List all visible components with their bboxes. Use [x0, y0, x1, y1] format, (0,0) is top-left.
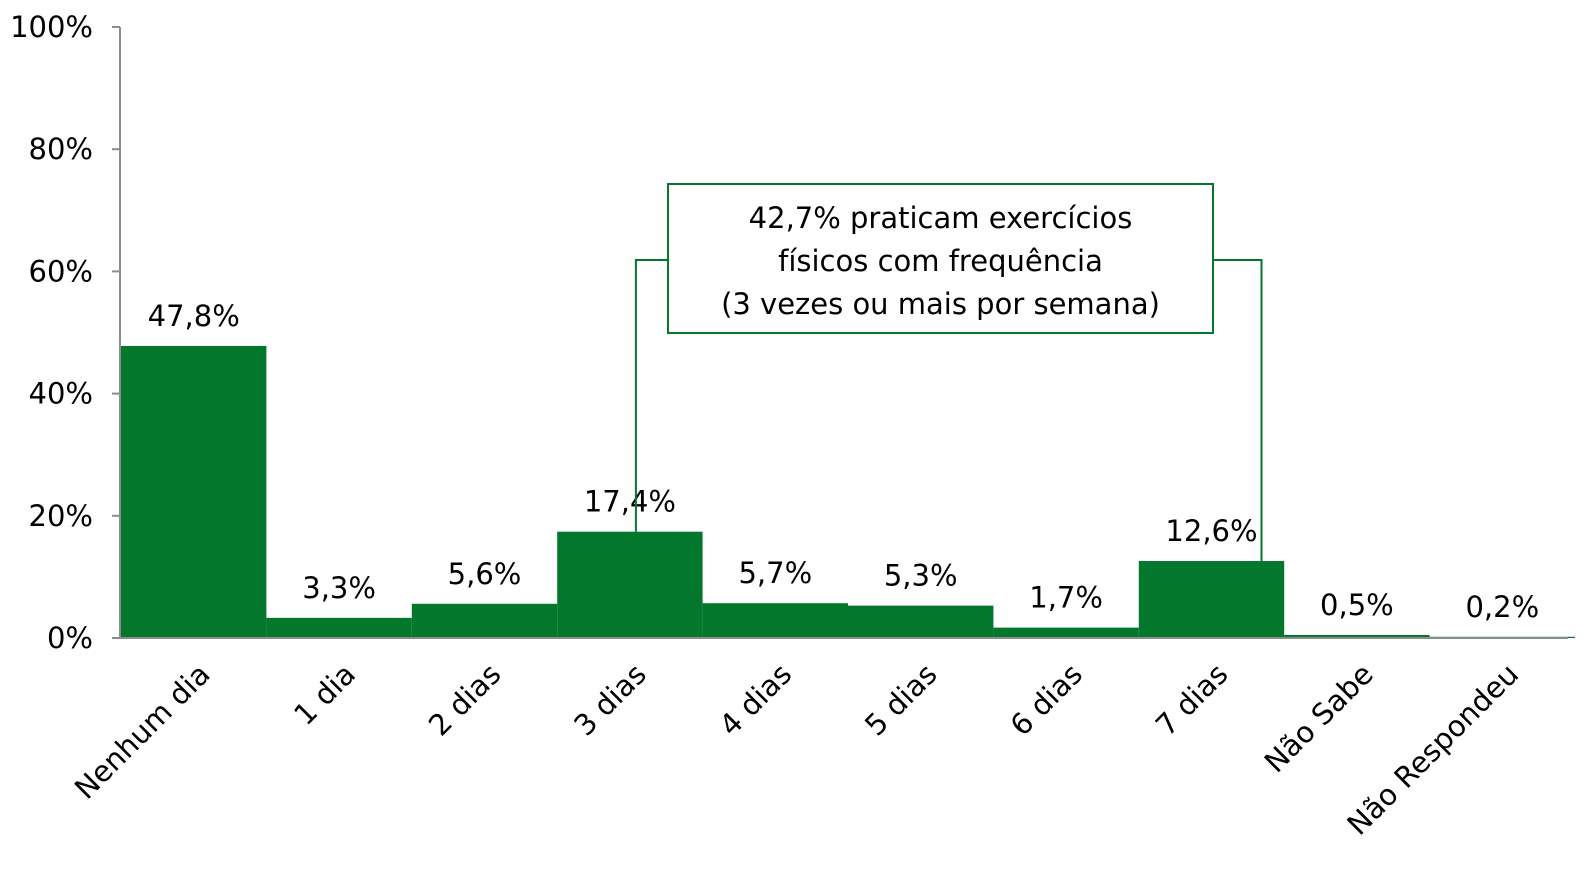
y-tick-label: 60%	[29, 254, 93, 288]
x-tick-label: 1 dia	[287, 657, 362, 732]
bar	[702, 603, 848, 638]
bar	[1284, 634, 1430, 638]
value-label: 12,6%	[1165, 514, 1257, 548]
x-tick-label: 3 dias	[567, 657, 653, 743]
value-label: 5,7%	[738, 556, 812, 590]
bar	[121, 345, 267, 638]
value-label: 5,6%	[448, 557, 522, 591]
bar	[848, 605, 994, 638]
bracket	[1213, 259, 1263, 564]
x-tick-label: 2 dias	[422, 657, 508, 743]
value-label: 17,4%	[584, 485, 676, 519]
annotation-text: físicos com frequência	[778, 244, 1103, 278]
x-tick-label: 5 dias	[858, 657, 944, 743]
y-tick-label: 40%	[29, 377, 93, 411]
annotation-text: 42,7% praticam exercícios	[749, 201, 1133, 235]
bar	[557, 531, 703, 638]
value-label: 3,3%	[302, 571, 376, 605]
bar	[1138, 561, 1285, 638]
value-label: 1,7%	[1029, 581, 1103, 615]
bar	[993, 627, 1139, 638]
x-tick-label: 4 dias	[713, 657, 799, 743]
value-label: 0,5%	[1320, 588, 1394, 622]
bar	[266, 617, 412, 638]
value-label: 5,3%	[884, 559, 958, 593]
bracket	[634, 259, 668, 532]
value-label: 47,8%	[148, 299, 240, 333]
y-tick-label: 80%	[29, 132, 93, 166]
y-tick-label: 20%	[29, 499, 93, 533]
annotation-text: (3 vezes ou mais por semana)	[721, 287, 1160, 321]
bar	[411, 603, 558, 638]
annotation-box	[667, 183, 1214, 334]
x-tick-label: Nenhum dia	[68, 657, 217, 806]
x-tick-label: 6 dias	[1003, 657, 1089, 743]
x-tick-label: Não Sabe	[1258, 657, 1380, 779]
y-tick-label: 0%	[47, 621, 93, 655]
x-tick-label: 7 dias	[1149, 657, 1235, 743]
value-label: 0,2%	[1465, 590, 1539, 624]
y-tick-label: 100%	[10, 10, 93, 44]
